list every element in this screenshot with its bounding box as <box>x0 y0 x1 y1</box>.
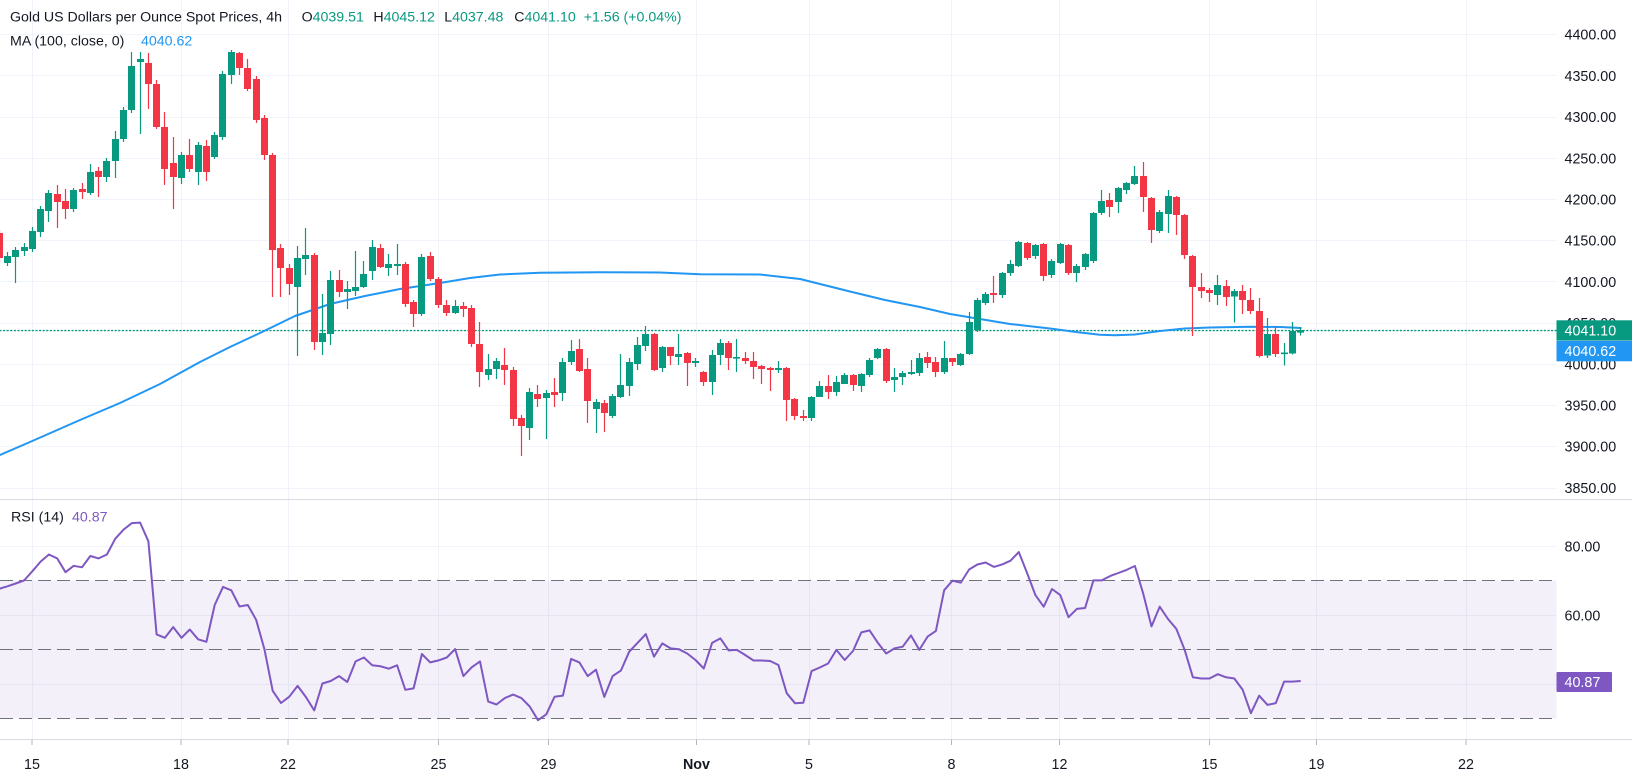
svg-text:80.00: 80.00 <box>1565 540 1601 556</box>
svg-text:60.00: 60.00 <box>1565 609 1601 625</box>
svg-text:+1.56 (+0.04%): +1.56 (+0.04%) <box>584 10 682 26</box>
svg-text:15: 15 <box>24 757 40 773</box>
svg-text:18: 18 <box>173 757 189 773</box>
svg-text:4350.00: 4350.00 <box>1565 69 1617 85</box>
svg-text:5: 5 <box>805 757 813 773</box>
svg-text:4040.62: 4040.62 <box>141 34 192 50</box>
svg-text:Gold US Dollars per Ounce Spot: Gold US Dollars per Ounce Spot Prices, 4… <box>10 10 282 26</box>
svg-text:L4037.48: L4037.48 <box>444 10 503 26</box>
svg-text:3900.00: 3900.00 <box>1565 440 1617 456</box>
svg-text:H4045.12: H4045.12 <box>373 10 435 26</box>
svg-text:12: 12 <box>1052 757 1068 773</box>
svg-text:4150.00: 4150.00 <box>1565 234 1617 250</box>
svg-text:4250.00: 4250.00 <box>1565 151 1617 167</box>
svg-text:40.87: 40.87 <box>1565 675 1601 691</box>
svg-text:4040.62: 4040.62 <box>1565 344 1617 360</box>
svg-text:3950.00: 3950.00 <box>1565 399 1617 415</box>
svg-text:4200.00: 4200.00 <box>1565 193 1617 209</box>
svg-text:C4041.10: C4041.10 <box>514 10 576 26</box>
svg-text:O4039.51: O4039.51 <box>302 10 364 26</box>
svg-text:19: 19 <box>1309 757 1325 773</box>
svg-text:8: 8 <box>948 757 956 773</box>
svg-text:4300.00: 4300.00 <box>1565 110 1617 126</box>
svg-text:MA (100, close, 0): MA (100, close, 0) <box>10 34 124 50</box>
svg-text:25: 25 <box>431 757 447 773</box>
svg-text:4041.10: 4041.10 <box>1565 323 1617 339</box>
svg-text:29: 29 <box>541 757 557 773</box>
svg-text:40.87: 40.87 <box>72 510 108 526</box>
svg-text:RSI (14): RSI (14) <box>11 510 64 526</box>
svg-text:22: 22 <box>280 757 296 773</box>
svg-text:Nov: Nov <box>683 757 710 773</box>
svg-text:15: 15 <box>1202 757 1218 773</box>
svg-text:4100.00: 4100.00 <box>1565 275 1617 291</box>
svg-text:4400.00: 4400.00 <box>1565 28 1617 44</box>
svg-text:3850.00: 3850.00 <box>1565 481 1617 497</box>
svg-text:22: 22 <box>1458 757 1474 773</box>
